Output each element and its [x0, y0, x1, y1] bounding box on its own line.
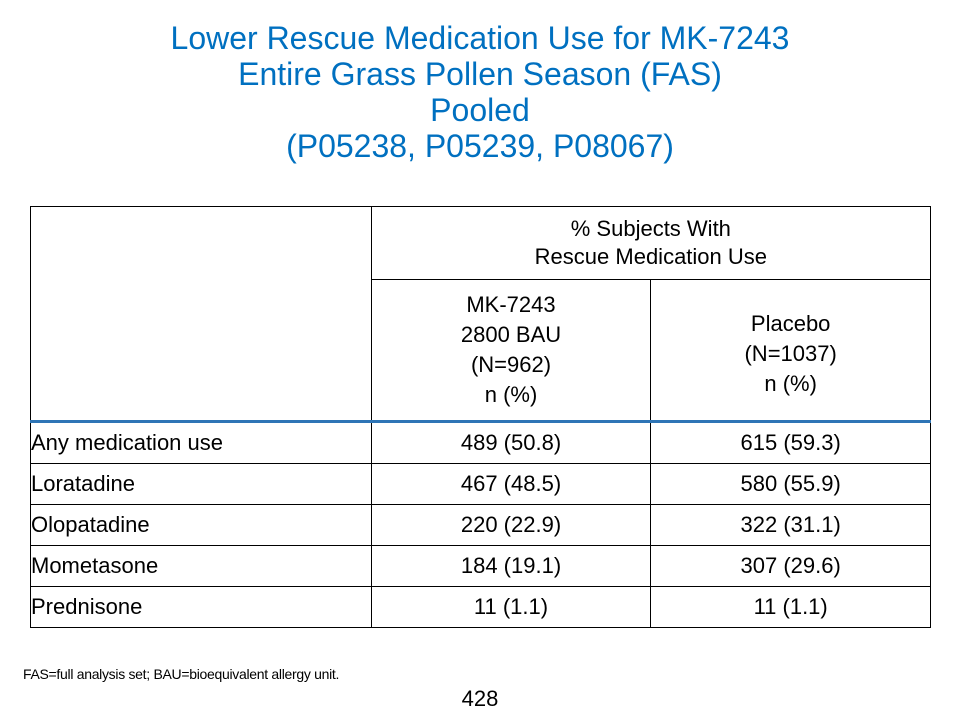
table-row: Loratadine 467 (48.5) 580 (55.9): [30, 463, 931, 505]
table-header-row-2: MK-7243 2800 BAU (N=962) n (%) Placebo (…: [31, 279, 931, 423]
mk-header-line-2: 2800 BAU: [460, 322, 562, 347]
group-header-line-1: % Subjects With: [570, 216, 731, 241]
table-row: Prednisone 11 (1.1) 11 (1.1): [30, 586, 931, 628]
column-header-mk7243: MK-7243 2800 BAU (N=962) n (%): [370, 279, 652, 423]
row-label: Loratadine: [30, 463, 372, 505]
placebo-header-line-2: (N=1037): [744, 341, 837, 366]
page-number: 428: [461, 686, 499, 711]
group-header: % Subjects With Rescue Medication Use: [370, 206, 932, 280]
title-line-2: Entire Grass Pollen Season (FAS): [238, 56, 722, 92]
mk-header-line-1: MK-7243: [466, 292, 556, 317]
mk-header-line-4: n (%): [484, 382, 538, 407]
placebo-header-line-1: Placebo: [750, 311, 831, 336]
column-header-placebo: Placebo (N=1037) n (%): [650, 279, 931, 423]
mk-value: 220 (22.9): [370, 504, 652, 546]
placebo-value: 307 (29.6): [650, 545, 931, 587]
table-row: Any medication use 489 (50.8) 615 (59.3): [30, 421, 931, 464]
table-row: Olopatadine 220 (22.9) 322 (31.1): [30, 504, 931, 546]
mk-header-line-3: (N=962): [470, 352, 552, 377]
row-label: Any medication use: [30, 421, 372, 464]
row-label: Mometasone: [30, 545, 372, 587]
row-label: Prednisone: [30, 586, 372, 628]
title-line-3: Pooled: [430, 92, 530, 128]
footnote: FAS=full analysis set; BAU=bioequivalent…: [23, 666, 340, 682]
title-line-1: Lower Rescue Medication Use for MK-7243: [170, 20, 790, 56]
placebo-header-line-3: n (%): [764, 371, 817, 396]
placebo-value: 615 (59.3): [650, 421, 931, 464]
table-row: Mometasone 184 (19.1) 307 (29.6): [30, 545, 931, 587]
group-header-line-2: Rescue Medication Use: [534, 244, 768, 269]
mk-value: 11 (1.1): [370, 586, 652, 628]
table-corner-cell: [30, 206, 372, 423]
mk-value: 489 (50.8): [370, 421, 652, 464]
slide-title: Lower Rescue Medication Use for MK-7243 …: [0, 20, 960, 164]
mk-value: 467 (48.5): [370, 463, 652, 505]
title-line-4: (P05238, P05239, P08067): [286, 128, 674, 164]
table-header-row-1: % Subjects With Rescue Medication Use: [30, 206, 932, 423]
placebo-value: 11 (1.1): [650, 586, 931, 628]
rescue-medication-table: % Subjects With Rescue Medication Use MK…: [30, 206, 932, 628]
mk-value: 184 (19.1): [370, 545, 652, 587]
row-label: Olopatadine: [30, 504, 372, 546]
placebo-value: 322 (31.1): [650, 504, 931, 546]
placebo-value: 580 (55.9): [650, 463, 931, 505]
